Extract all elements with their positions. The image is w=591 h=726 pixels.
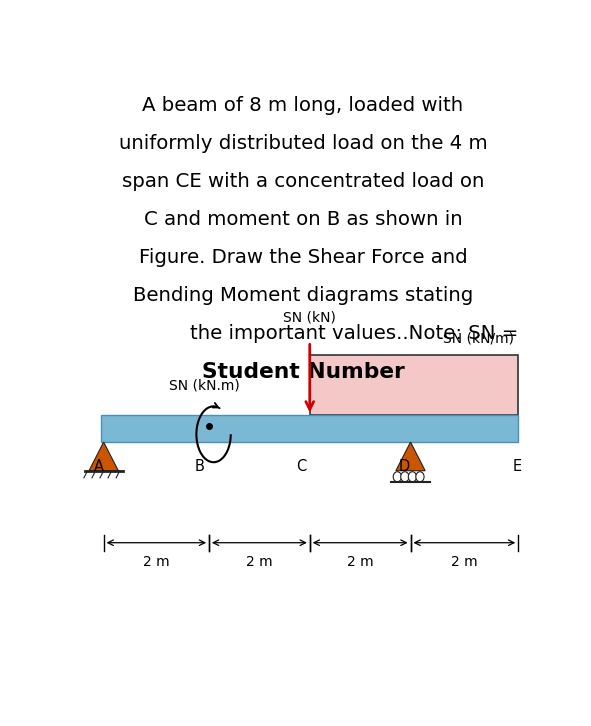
- Bar: [102, 415, 518, 442]
- Text: D: D: [399, 459, 410, 474]
- Text: 2 m: 2 m: [143, 555, 170, 569]
- Text: Figure. Draw the Shear Force and: Figure. Draw the Shear Force and: [138, 248, 467, 266]
- Text: 2 m: 2 m: [246, 555, 272, 569]
- Text: SN (kN.m): SN (kN.m): [169, 378, 240, 392]
- Bar: [310, 356, 518, 415]
- Text: E: E: [512, 459, 522, 474]
- Text: span CE with a concentrated load on: span CE with a concentrated load on: [122, 171, 484, 190]
- Circle shape: [393, 472, 401, 482]
- Circle shape: [416, 472, 424, 482]
- Circle shape: [408, 472, 417, 482]
- Text: 2 m: 2 m: [347, 555, 374, 569]
- Text: C and moment on B as shown in: C and moment on B as shown in: [144, 210, 462, 229]
- Polygon shape: [89, 442, 118, 470]
- Text: 2 m: 2 m: [452, 555, 478, 569]
- Text: Student Number: Student Number: [202, 362, 404, 382]
- Text: A beam of 8 m long, loaded with: A beam of 8 m long, loaded with: [142, 96, 463, 115]
- Circle shape: [401, 472, 409, 482]
- Text: A: A: [94, 459, 104, 474]
- Text: SN (kN): SN (kN): [283, 311, 336, 325]
- Text: SN (kN/m): SN (kN/m): [443, 331, 514, 346]
- Text: uniformly distributed load on the 4 m: uniformly distributed load on the 4 m: [119, 134, 487, 152]
- Polygon shape: [396, 442, 425, 470]
- Text: the important values..Note: SN =: the important values..Note: SN =: [190, 324, 518, 343]
- Text: Bending Moment diagrams stating: Bending Moment diagrams stating: [133, 285, 473, 305]
- Text: B: B: [195, 459, 204, 474]
- Text: C: C: [297, 459, 307, 474]
